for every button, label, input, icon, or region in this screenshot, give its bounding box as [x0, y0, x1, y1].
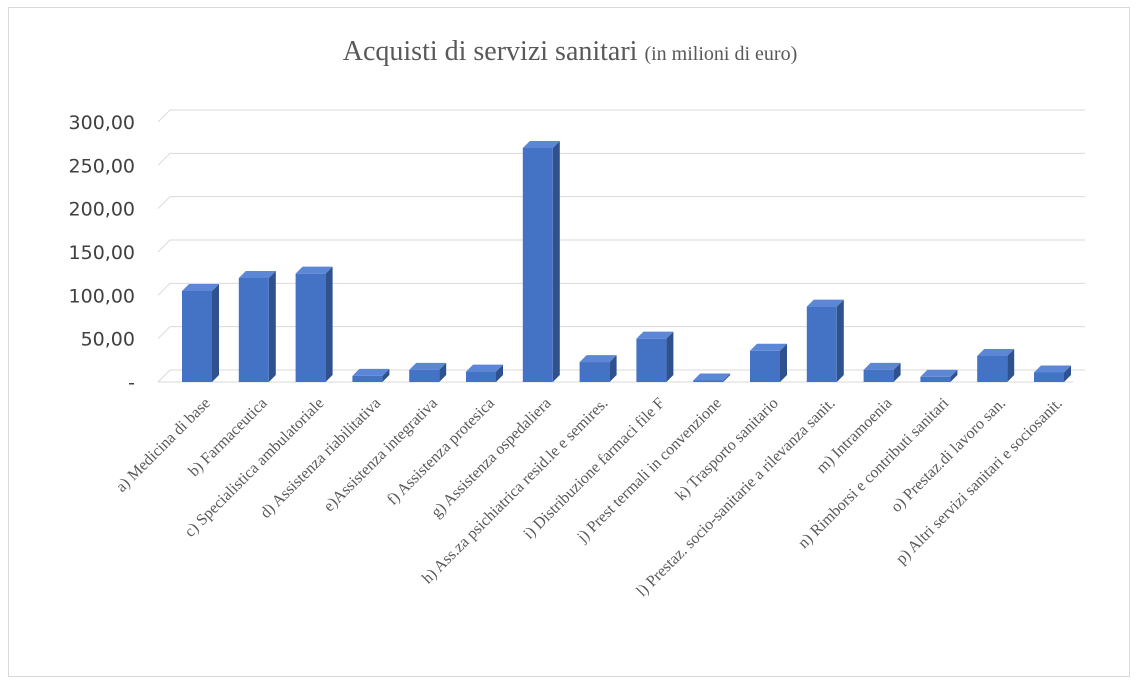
bar-top: [750, 343, 787, 351]
bar-side: [439, 362, 447, 382]
y-tick-label: 300,00: [69, 112, 135, 134]
bar: [806, 299, 844, 382]
bar: [352, 368, 390, 382]
bar: [920, 369, 958, 382]
bar-front: [863, 369, 894, 382]
bar-top: [182, 284, 219, 291]
bar: [466, 364, 503, 382]
bar-top: [295, 266, 333, 274]
grid-side-2: [157, 282, 171, 296]
y-tick-label: 200,00: [69, 199, 135, 221]
bar-top: [863, 362, 901, 370]
bar-side: [836, 299, 844, 382]
bar-side: [552, 141, 560, 382]
bar-side: [609, 355, 617, 382]
chart-title-main: Acquisti di servizi sanitari: [342, 36, 638, 67]
bar-top: [466, 364, 503, 372]
chart-subtitle: (in milioni di euro): [644, 43, 798, 65]
bar-side: [325, 266, 333, 382]
y-tick-label: -: [128, 372, 135, 394]
bar-top: [352, 368, 390, 376]
bar-front: [182, 291, 212, 382]
bar-top: [920, 369, 958, 377]
bar-side: [723, 373, 731, 382]
bar-top: [977, 349, 1015, 356]
bar-front: [693, 380, 724, 382]
bar-side: [268, 271, 276, 382]
bar-side: [780, 343, 787, 382]
bar-top: [409, 362, 447, 370]
y-tick-label: 250,00: [69, 155, 135, 177]
bar-side: [666, 331, 674, 382]
bar-front: [977, 356, 1008, 382]
x-tick-label: l) Prestaz. socio-sanitarie a rilevanza …: [633, 395, 838, 600]
bar-side: [950, 369, 958, 382]
y-tick-label: 100,00: [69, 285, 135, 307]
bar: [295, 266, 333, 382]
bar: [750, 343, 787, 382]
bar-top: [806, 299, 844, 307]
grid-side-5: [157, 152, 171, 166]
x-tick-label: f) Assistenza protesica: [384, 395, 498, 509]
y-tick-label: 150,00: [69, 242, 135, 264]
bar-front: [920, 376, 951, 382]
bar-front: [238, 278, 269, 382]
bar: [863, 362, 901, 382]
x-tick-label: a) Medicina di base: [113, 395, 214, 496]
bar: [409, 362, 447, 382]
grid-side-1: [157, 326, 171, 340]
bar-front: [806, 306, 837, 382]
chart-title: Acquisti di servizi sanitari (in milioni…: [0, 36, 1140, 68]
bar: [182, 284, 219, 382]
bar-side: [382, 368, 390, 382]
x-tick-label: o) Prestaz.di lavoro san.: [888, 395, 1009, 516]
grid-side-3: [157, 239, 171, 253]
bar-front: [522, 148, 553, 382]
bar-front: [579, 362, 610, 382]
bar-side: [1064, 365, 1071, 382]
grid-side-0: [157, 369, 171, 383]
bar: [636, 331, 674, 382]
bar-side: [212, 284, 219, 382]
bar-front: [1034, 372, 1064, 382]
bar-side: [893, 362, 901, 382]
bar: [238, 271, 276, 382]
bar-top: [693, 373, 731, 381]
bar-side: [496, 364, 503, 382]
bar-front: [466, 371, 496, 382]
bar: [1034, 365, 1071, 382]
grid-side-4: [157, 196, 171, 210]
grid-side-6: [157, 109, 171, 123]
bar-top: [522, 141, 560, 148]
bar: [693, 373, 731, 382]
bar-top: [238, 271, 276, 278]
y-tick-label: 50,00: [81, 329, 135, 351]
bar-front: [352, 375, 383, 382]
bar: [522, 141, 560, 382]
bar: [579, 355, 617, 382]
bar-top: [579, 355, 617, 363]
bar-front: [295, 273, 326, 382]
bar: [977, 349, 1015, 382]
x-tick-label: e)Assistenza integrativa: [321, 395, 441, 515]
x-tick-label: k) Trasporto sanitario: [672, 395, 781, 504]
bar-front: [409, 369, 440, 382]
bar-top: [1034, 365, 1071, 373]
bar-front: [750, 350, 780, 382]
bar-front: [636, 338, 667, 382]
bar-side: [1007, 349, 1015, 382]
bar-top: [636, 331, 674, 339]
